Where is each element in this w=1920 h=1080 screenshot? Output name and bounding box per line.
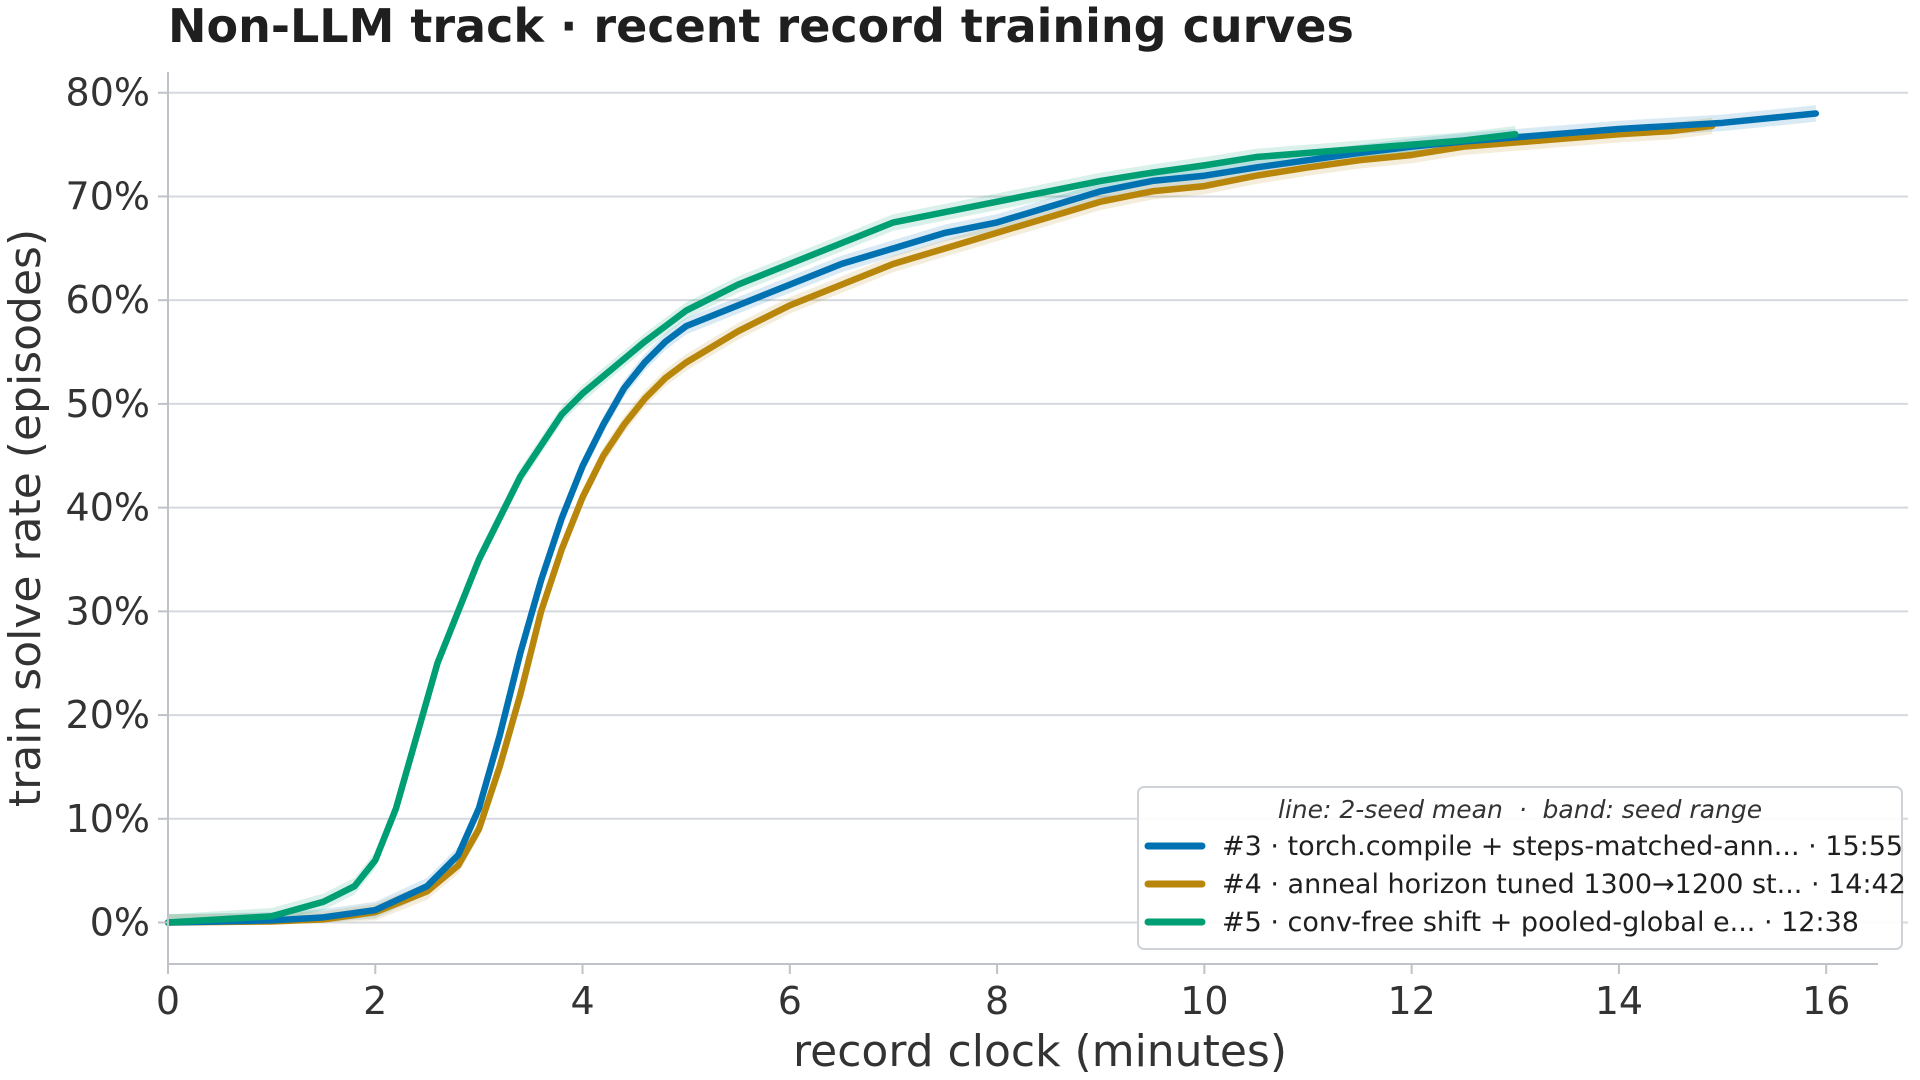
series-2-line — [164, 130, 1519, 926]
y-axis-ticks: 0% 10% 20% 30% 40% 50% 60% 70% 80% — [66, 71, 168, 945]
x-tick-label: 10 — [1180, 979, 1228, 1023]
x-axis-label: record clock (minutes) — [793, 1026, 1287, 1077]
legend-label-0: #3 · torch.compile + steps-matched-ann..… — [1222, 831, 1903, 862]
chart-title: Non-LLM track · recent record training c… — [168, 0, 1354, 53]
legend: line: 2-seed mean · band: seed range #3 … — [1137, 786, 1906, 950]
x-axis-ticks: 0 2 4 6 8 10 12 14 16 — [156, 964, 1850, 1023]
y-tick-label: 10% — [66, 797, 150, 841]
x-tick-label: 2 — [363, 979, 387, 1023]
y-tick-label: 0% — [90, 901, 150, 945]
legend-label-1: #4 · anneal horizon tuned 1300→1200 st..… — [1222, 869, 1906, 900]
x-tick-label: 4 — [570, 979, 594, 1023]
x-tick-label: 8 — [985, 979, 1009, 1023]
x-tick-label: 16 — [1802, 979, 1850, 1023]
legend-title: line: 2-seed mean · band: seed range — [1278, 795, 1762, 824]
x-tick-label: 14 — [1595, 979, 1643, 1023]
y-tick-label: 60% — [66, 278, 150, 322]
series-lines — [164, 110, 1820, 926]
y-tick-label: 20% — [66, 693, 150, 737]
series-1-line — [164, 122, 1716, 926]
y-tick-label: 70% — [66, 174, 150, 218]
y-axis-label: train solve rate (episodes) — [0, 229, 51, 807]
x-tick-label: 0 — [156, 979, 180, 1023]
x-tick-label: 6 — [778, 979, 802, 1023]
y-tick-label: 50% — [66, 382, 150, 426]
y-tick-label: 30% — [66, 589, 150, 633]
legend-label-2: #5 · conv-free shift + pooled-global e..… — [1222, 907, 1859, 938]
y-tick-label: 40% — [66, 486, 150, 530]
legend-box — [1137, 786, 1903, 950]
x-tick-label: 12 — [1387, 979, 1435, 1023]
y-tick-label: 80% — [66, 71, 150, 115]
